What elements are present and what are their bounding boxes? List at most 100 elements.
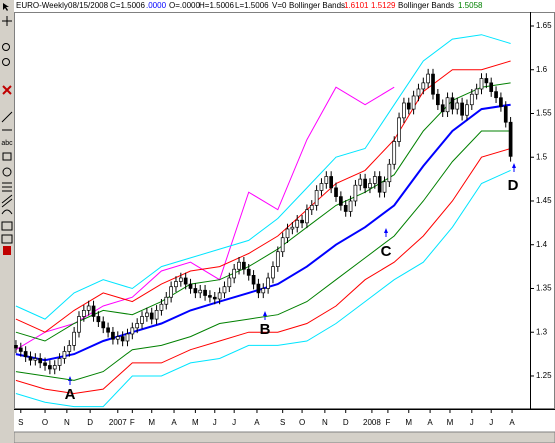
- candle-body: [86, 305, 91, 311]
- candle-body: [23, 351, 28, 358]
- indicator-line: [15, 148, 511, 395]
- arrow: [384, 228, 388, 237]
- arrow: [512, 163, 516, 172]
- fib-tool[interactable]: [2, 182, 12, 192]
- candle-body: [319, 183, 324, 191]
- grid-tool[interactable]: [1, 221, 13, 231]
- x-axis-strip: [14, 409, 555, 431]
- candle-body: [227, 277, 232, 288]
- toolbar: abc: [0, 0, 14, 443]
- candle-body: [212, 296, 217, 300]
- x-tick-label: F: [130, 418, 135, 427]
- candle-body: [125, 333, 130, 342]
- ellipse-tool[interactable]: [2, 167, 12, 177]
- candle-body: [48, 365, 52, 370]
- candle-body: [14, 345, 18, 349]
- text-tool[interactable]: abc: [1, 140, 13, 147]
- scrollbar[interactable]: [13, 431, 555, 443]
- candle-body: [484, 78, 489, 84]
- indicator-line: [15, 130, 511, 381]
- candle-body: [222, 286, 227, 294]
- candle-body: [43, 362, 47, 366]
- candle-body: [115, 336, 120, 340]
- candle-body: [368, 183, 372, 189]
- candle-body: [508, 121, 513, 157]
- candle-body: [290, 226, 295, 230]
- y-tick-label: 1.5: [536, 152, 548, 161]
- crosshair-tool[interactable]: [2, 16, 12, 26]
- y-tick-label: 1.6: [536, 65, 548, 74]
- y-tick-label: 1.35: [536, 284, 552, 293]
- candle-body: [343, 205, 348, 212]
- zoom-out-tool[interactable]: [2, 58, 10, 66]
- zoom-in-tool[interactable]: [2, 43, 10, 51]
- candle-body: [479, 78, 484, 90]
- indicator-line: [15, 169, 511, 408]
- header-close: C=1.5006: [110, 1, 145, 10]
- candle-body: [140, 316, 144, 324]
- chart-background: [14, 0, 555, 443]
- arrow: [263, 311, 267, 320]
- x-tick-label: J: [489, 418, 493, 427]
- header-indicator-value: 1.6101: [344, 1, 369, 10]
- candle-body: [178, 277, 183, 282]
- indicator-line: [15, 34, 511, 320]
- header-low: L=1.5006: [235, 1, 269, 10]
- candle-body: [232, 268, 237, 279]
- arrow: [68, 376, 72, 385]
- candle-body: [285, 228, 290, 239]
- x-tick-label: A: [254, 418, 260, 427]
- x-tick-label: J: [232, 418, 236, 427]
- y-tick-label: 1.65: [536, 21, 552, 30]
- line-tool[interactable]: [1, 111, 13, 123]
- candle-body: [77, 316, 81, 333]
- candle-body: [431, 73, 435, 95]
- candle-body: [135, 323, 140, 329]
- x-tick-label: M: [192, 418, 199, 427]
- candle-body: [96, 316, 101, 323]
- candle-body: [372, 176, 377, 184]
- candle-body: [416, 88, 421, 97]
- candle-body: [309, 205, 314, 211]
- x-tick-label: M: [405, 418, 412, 427]
- header-volume: V=0: [272, 1, 287, 10]
- candle-body: [266, 277, 270, 289]
- header-indicator: Bollinger Bands: [289, 1, 345, 10]
- arc-tool[interactable]: [1, 209, 13, 215]
- candle-body: [91, 305, 96, 317]
- candle-body: [242, 261, 246, 270]
- x-tick-label: 2007: [109, 418, 127, 427]
- candle-body: [28, 356, 33, 361]
- candle-body: [406, 102, 411, 110]
- x-tick-label: M: [447, 418, 454, 427]
- candle-body: [465, 104, 469, 116]
- candle-body: [164, 296, 169, 305]
- header-indicator-value: 1.5058: [458, 1, 483, 10]
- candle-body: [402, 102, 406, 119]
- candle-body: [275, 251, 280, 267]
- pointer-tool[interactable]: [3, 3, 9, 11]
- candle-body: [455, 102, 460, 110]
- annotation: B: [260, 321, 271, 338]
- candle-body: [445, 97, 450, 113]
- candle-body: [101, 321, 106, 329]
- plot-area: [14, 34, 513, 408]
- header-open: O=.0000: [169, 1, 200, 10]
- annotation: D: [508, 177, 519, 194]
- candle-body: [392, 141, 397, 165]
- candle-body: [237, 261, 241, 270]
- candle-body: [494, 91, 498, 99]
- channel-tool[interactable]: [1, 194, 13, 208]
- rect-tool[interactable]: [2, 152, 12, 161]
- marker-tool[interactable]: [3, 246, 11, 255]
- candle-body: [358, 178, 363, 186]
- gann-tool[interactable]: [1, 234, 13, 244]
- candle-body: [256, 283, 261, 294]
- delete-tool[interactable]: [2, 85, 12, 95]
- x-tick-label: J: [470, 418, 474, 427]
- candle-body: [261, 288, 266, 294]
- candle-body: [503, 106, 508, 123]
- candle-body: [305, 209, 309, 224]
- candle-body: [183, 277, 188, 285]
- header-indicator: Bollinger Bands: [398, 1, 454, 10]
